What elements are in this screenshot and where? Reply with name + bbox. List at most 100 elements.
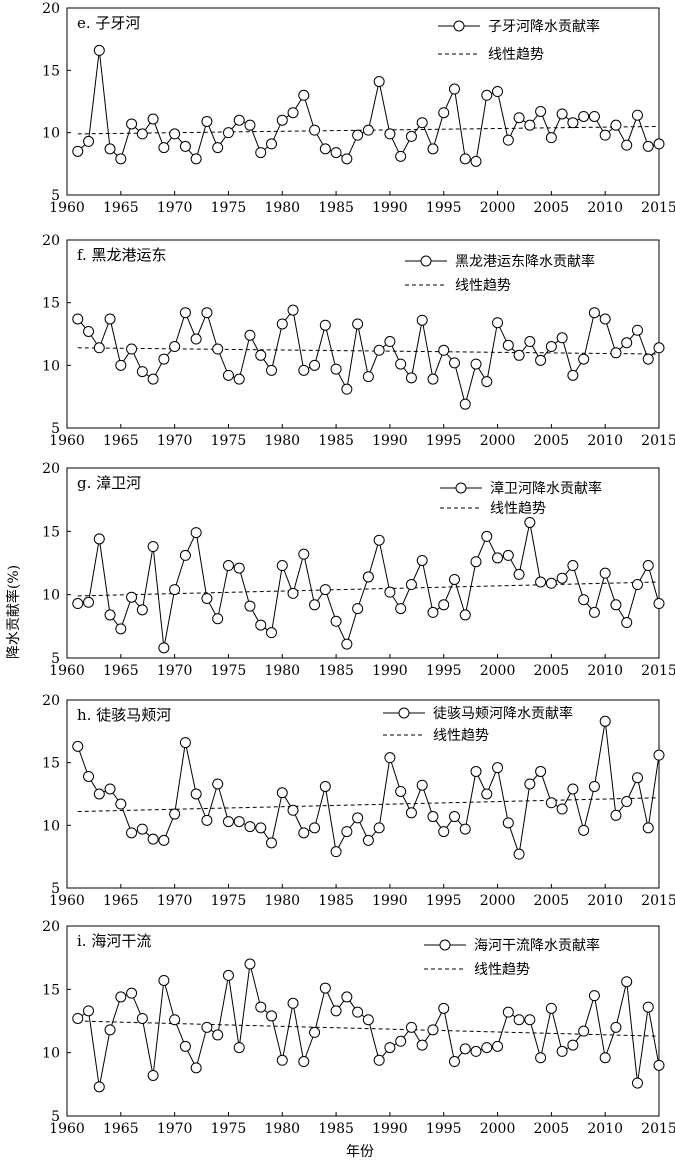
- data-point: [341, 638, 353, 650]
- x-tick-label: 2010: [587, 1121, 623, 1137]
- data-point: [287, 107, 299, 119]
- data-point: [416, 314, 428, 326]
- data-point: [513, 568, 525, 580]
- legend-marker: [455, 482, 467, 494]
- data-point: [599, 129, 611, 141]
- data-point: [330, 615, 342, 627]
- data-point: [255, 1001, 267, 1013]
- x-tick-label: 1965: [103, 200, 139, 216]
- x-tick-label: 1985: [318, 893, 354, 909]
- legend-marker: [398, 707, 410, 719]
- y-tick-label: 10: [42, 1046, 60, 1062]
- data-point: [298, 1056, 310, 1068]
- data-point: [470, 1045, 482, 1057]
- data-point: [319, 143, 331, 155]
- data-point: [524, 516, 536, 528]
- data-point: [405, 372, 417, 384]
- data-point: [459, 609, 471, 621]
- data-point: [126, 343, 138, 355]
- data-point: [244, 958, 256, 970]
- data-point: [72, 1012, 84, 1024]
- data-point: [621, 617, 633, 629]
- data-point: [535, 354, 547, 366]
- data-point: [126, 118, 138, 130]
- data-point: [578, 110, 590, 122]
- data-point: [524, 336, 536, 348]
- data-point: [362, 124, 374, 136]
- x-tick-label: 2015: [641, 893, 675, 909]
- data-point: [330, 147, 342, 159]
- data-point: [481, 530, 493, 542]
- data-point: [255, 619, 267, 631]
- data-point: [104, 1024, 116, 1036]
- legend-label: 徒骇马颊河降水贡献率: [433, 705, 573, 722]
- data-point: [395, 150, 407, 162]
- data-point: [535, 576, 547, 588]
- data-point: [642, 140, 654, 152]
- data-point: [556, 572, 568, 584]
- data-point: [481, 1042, 493, 1054]
- data-point: [266, 1010, 278, 1022]
- legend-label: 线性趋势: [488, 47, 544, 63]
- x-tick-label: 2015: [641, 1121, 675, 1137]
- data-point: [556, 803, 568, 815]
- data-point: [352, 129, 364, 141]
- data-point: [621, 139, 633, 151]
- data-point: [395, 603, 407, 615]
- data-point: [169, 808, 181, 820]
- data-point: [179, 737, 191, 749]
- data-point: [233, 114, 245, 126]
- x-tick-label: 2000: [480, 433, 516, 449]
- data-point: [201, 115, 213, 127]
- data-point: [147, 1069, 159, 1081]
- data-point: [83, 596, 95, 608]
- data-point: [72, 740, 84, 752]
- data-point: [244, 600, 256, 612]
- data-point: [179, 549, 191, 561]
- data-point: [631, 324, 643, 336]
- data-point: [545, 797, 557, 809]
- data-point: [72, 145, 84, 157]
- x-tick-label: 1990: [372, 200, 408, 216]
- data-point: [427, 606, 439, 618]
- data-point: [653, 342, 665, 354]
- data-point: [588, 990, 600, 1002]
- data-point: [222, 127, 234, 139]
- data-point: [169, 128, 181, 140]
- data-point: [93, 44, 105, 56]
- x-tick-label: 2005: [534, 433, 570, 449]
- data-point: [93, 788, 105, 800]
- data-point: [147, 373, 159, 385]
- data-point: [416, 1039, 428, 1051]
- data-point: [427, 811, 439, 823]
- plot-frame: [66, 699, 660, 889]
- data-point: [384, 1042, 396, 1054]
- data-point: [481, 376, 493, 388]
- data-point: [222, 369, 234, 381]
- x-tick-label: 1965: [103, 1121, 139, 1137]
- data-point: [459, 153, 471, 165]
- data-point: [653, 1059, 665, 1071]
- x-tick-label: 1960: [49, 663, 85, 679]
- data-point: [169, 341, 181, 353]
- plot-frame: [66, 7, 660, 196]
- data-point: [158, 353, 170, 365]
- data-point: [588, 780, 600, 792]
- data-point: [244, 329, 256, 341]
- data-point: [298, 827, 310, 839]
- data-point: [179, 307, 191, 319]
- data-point: [459, 823, 471, 835]
- data-point: [126, 987, 138, 999]
- x-tick-label: 1965: [103, 893, 139, 909]
- data-point: [212, 613, 224, 625]
- data-point: [405, 130, 417, 142]
- x-tick-label: 1995: [426, 1121, 462, 1137]
- data-point: [492, 552, 504, 564]
- data-point: [233, 816, 245, 828]
- y-tick-label: 10: [42, 818, 60, 834]
- data-point: [416, 554, 428, 566]
- y-tick-label: 5: [51, 188, 60, 204]
- data-point: [158, 834, 170, 846]
- data-point: [136, 604, 148, 616]
